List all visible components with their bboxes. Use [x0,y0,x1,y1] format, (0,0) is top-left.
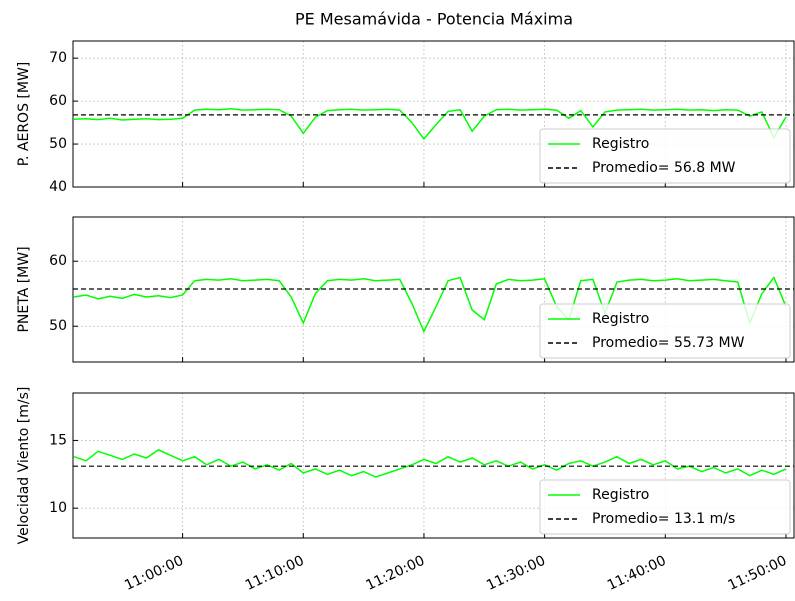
y-tick-label: 50 [49,136,67,152]
legend-label: Promedio= 56.8 MW [592,160,736,176]
legend-box [539,128,791,184]
data-line [73,275,787,334]
y-tick-label: 50 [49,318,67,334]
data-line [73,108,787,141]
legend: Registro Promedio= 55.73 MW [539,303,791,359]
legend-label: Promedio= 55.73 MW [592,335,745,351]
plot-frame [72,40,795,188]
plot-frame [72,392,795,539]
x-tick-label: 11:10:00 [243,553,307,594]
x-tick-label: 11:40:00 [605,553,669,594]
legend-label: Registro [592,311,649,327]
legend-label: Registro [592,487,649,503]
legend-box [539,303,791,359]
legend-box [539,479,791,535]
x-tick-label: 11:20:00 [364,553,428,594]
x-tick-label: 11:00:00 [122,553,186,594]
x-tick-label: 11:30:00 [484,553,548,594]
y-tick-label: 40 [49,179,67,195]
legend-label: Promedio= 13.1 m/s [592,511,735,527]
y-tick-label: 60 [49,93,67,109]
y-tick-label: 70 [49,50,67,66]
y-tick-label: 60 [49,253,67,269]
legend-label: Registro [592,136,649,152]
y-tick-label: 10 [49,500,67,516]
legend: Registro Promedio= 56.8 MW [539,128,791,184]
x-tick-label: 11:50:00 [726,553,790,594]
plot-frame [72,216,795,363]
y-axis-label: Velocidad Viento [m/s] [16,387,32,545]
chart-title: PE Mesamávida - Potencia Máxima [295,10,573,29]
y-axis-label: PNETA [MW] [16,246,32,332]
y-axis-label: P. AEROS [MW] [16,62,32,167]
y-tick-label: 15 [49,432,67,448]
data-line [73,449,787,478]
legend: Registro Promedio= 13.1 m/s [539,479,791,535]
